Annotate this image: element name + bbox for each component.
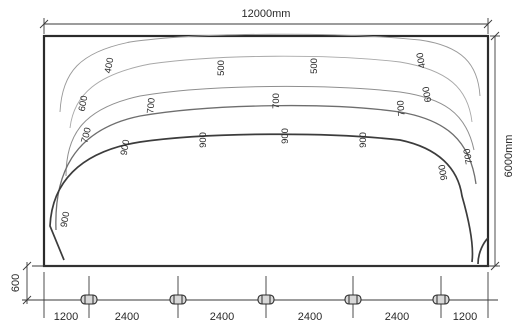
spacing-label: 2400 bbox=[298, 311, 322, 323]
width-label: 12000mm bbox=[242, 8, 291, 20]
contour-400 bbox=[59, 33, 481, 113]
luminaires bbox=[80, 294, 450, 305]
contour-label: 700 bbox=[79, 126, 94, 144]
contour-500 bbox=[69, 55, 473, 129]
contour-label: 900 bbox=[59, 211, 73, 229]
luminaire bbox=[257, 294, 275, 305]
contour-label: 500 bbox=[309, 58, 320, 74]
contour-label: 900 bbox=[280, 128, 291, 144]
contour-label: 700 bbox=[145, 97, 157, 114]
contour-label: 700 bbox=[395, 100, 407, 117]
contour-label: 400 bbox=[103, 57, 117, 75]
luminaire bbox=[432, 294, 450, 305]
width-dimension: 12000mm bbox=[39, 8, 493, 34]
contour-label: 700 bbox=[462, 148, 476, 166]
contour-label: 900 bbox=[358, 132, 369, 148]
contour-label: 900 bbox=[119, 139, 133, 157]
offset-label: 600 bbox=[10, 274, 22, 292]
contour-label: 700 bbox=[271, 93, 282, 109]
height-dimension: 6000mm bbox=[490, 31, 515, 271]
contour-label: 600 bbox=[77, 95, 91, 113]
spacing-labels: 1200 2400 2400 2400 2400 1200 bbox=[54, 311, 477, 323]
contour-600 bbox=[65, 85, 475, 177]
spacing-label: 2400 bbox=[115, 311, 139, 323]
contour-labels: 400 500 500 400 600 600 700 700 700 700 … bbox=[59, 52, 476, 229]
spacing-label: 1200 bbox=[54, 311, 78, 323]
isolux-contours bbox=[49, 33, 489, 265]
height-label: 6000mm bbox=[503, 135, 515, 178]
contour-700 bbox=[55, 104, 477, 231]
luminaire bbox=[344, 294, 362, 305]
contour-label: 600 bbox=[421, 86, 435, 104]
contour-label: 500 bbox=[216, 60, 227, 76]
contour-label: 400 bbox=[415, 52, 429, 70]
contour-label: 900 bbox=[198, 132, 209, 148]
luminaire bbox=[169, 294, 187, 305]
luminaire bbox=[80, 294, 98, 305]
spacing-label: 1200 bbox=[453, 311, 477, 323]
contour-label: 900 bbox=[437, 164, 451, 182]
spacing-label: 2400 bbox=[210, 311, 234, 323]
contour-900 bbox=[49, 133, 474, 263]
spacing-label: 2400 bbox=[385, 311, 409, 323]
corner-contour bbox=[477, 237, 489, 265]
